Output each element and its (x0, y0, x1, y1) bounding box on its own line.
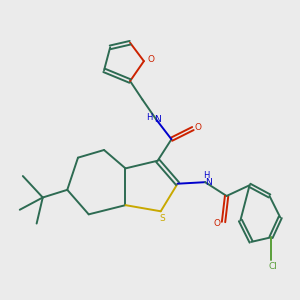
Text: O: O (195, 122, 202, 131)
Text: H: H (203, 171, 210, 180)
Text: N: N (206, 178, 212, 187)
Text: O: O (213, 219, 220, 228)
Text: Cl: Cl (268, 262, 277, 271)
Text: N: N (154, 115, 161, 124)
Text: H: H (146, 113, 153, 122)
Text: O: O (147, 55, 154, 64)
Text: S: S (160, 214, 165, 223)
